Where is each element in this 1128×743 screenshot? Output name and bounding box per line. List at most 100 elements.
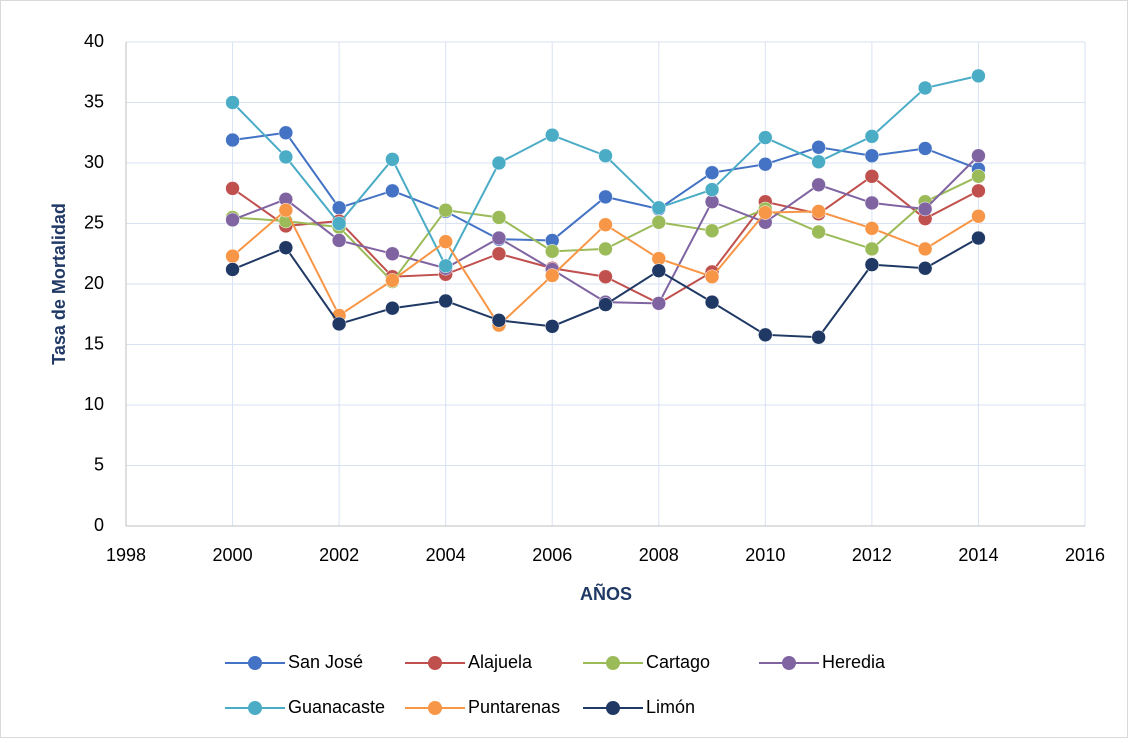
data-point bbox=[278, 125, 294, 140]
data-point bbox=[385, 152, 400, 167]
data-point bbox=[438, 258, 453, 274]
data-point bbox=[544, 127, 560, 143]
y-tick-label: 20 bbox=[84, 273, 104, 293]
data-point bbox=[971, 68, 986, 84]
data-point bbox=[811, 140, 826, 155]
y-tick-label: 5 bbox=[94, 454, 104, 474]
data-point bbox=[971, 183, 986, 199]
data-point bbox=[438, 202, 453, 218]
data-point bbox=[331, 316, 347, 332]
data-point bbox=[758, 130, 773, 145]
data-point bbox=[864, 129, 880, 144]
data-point bbox=[811, 224, 826, 240]
data-point bbox=[651, 215, 667, 230]
legend-marker bbox=[606, 701, 620, 715]
data-point bbox=[544, 268, 560, 283]
data-point bbox=[278, 240, 294, 255]
data-point bbox=[651, 200, 667, 216]
data-point bbox=[225, 95, 240, 110]
y-tick-label: 25 bbox=[84, 212, 104, 232]
data-point bbox=[971, 230, 986, 246]
y-tick-label: 30 bbox=[84, 152, 104, 172]
data-point bbox=[864, 257, 880, 272]
data-point bbox=[864, 195, 880, 211]
x-tick-label: 2016 bbox=[1065, 545, 1105, 565]
data-point bbox=[225, 212, 240, 228]
data-point bbox=[811, 177, 826, 193]
data-point bbox=[704, 294, 720, 310]
data-point bbox=[598, 241, 613, 257]
data-point bbox=[704, 182, 720, 197]
data-point bbox=[811, 204, 826, 219]
data-point bbox=[811, 329, 826, 345]
x-tick-label: 1998 bbox=[106, 545, 146, 565]
legend-marker bbox=[428, 656, 442, 670]
x-tick-label: 2002 bbox=[319, 545, 359, 565]
data-point bbox=[758, 205, 773, 220]
data-point bbox=[758, 156, 773, 172]
data-point bbox=[704, 165, 720, 180]
y-tick-label: 15 bbox=[84, 333, 104, 353]
y-tick-label: 40 bbox=[84, 31, 104, 51]
data-point bbox=[971, 169, 986, 184]
data-point bbox=[544, 319, 560, 334]
data-point bbox=[331, 200, 347, 216]
data-point bbox=[225, 132, 240, 148]
x-tick-label: 2014 bbox=[958, 545, 998, 565]
data-point bbox=[225, 262, 240, 277]
x-tick-label: 2006 bbox=[532, 545, 572, 565]
data-point bbox=[331, 233, 347, 248]
data-point bbox=[971, 148, 986, 163]
data-point bbox=[917, 80, 933, 96]
data-point bbox=[385, 246, 400, 261]
data-point bbox=[598, 189, 613, 205]
legend-marker bbox=[428, 701, 442, 715]
x-tick-label: 2004 bbox=[426, 545, 466, 565]
data-point bbox=[971, 208, 986, 224]
data-point bbox=[864, 148, 880, 163]
data-point bbox=[491, 313, 507, 328]
legend-marker bbox=[248, 701, 262, 715]
data-point bbox=[331, 216, 347, 231]
y-tick-label: 35 bbox=[84, 91, 104, 111]
legend-label: Limón bbox=[646, 697, 695, 717]
x-axis-title: AÑOS bbox=[580, 583, 632, 604]
data-point bbox=[651, 296, 667, 311]
data-point bbox=[385, 183, 400, 199]
data-point bbox=[917, 241, 933, 257]
data-point bbox=[491, 246, 507, 261]
data-point bbox=[704, 223, 720, 239]
data-point bbox=[385, 273, 400, 288]
data-point bbox=[278, 202, 294, 218]
legend-label: San José bbox=[288, 652, 363, 672]
data-point bbox=[598, 297, 613, 312]
data-point bbox=[598, 148, 613, 163]
legend-label: Guanacaste bbox=[288, 697, 385, 717]
data-point bbox=[491, 155, 507, 171]
y-axis-title: Tasa de Mortalidad bbox=[49, 203, 69, 365]
data-point bbox=[864, 221, 880, 236]
legend-label: Heredia bbox=[822, 652, 886, 672]
data-point bbox=[385, 300, 400, 316]
x-tick-label: 2010 bbox=[745, 545, 785, 565]
x-tick-label: 2000 bbox=[213, 545, 253, 565]
y-tick-label: 0 bbox=[94, 515, 104, 535]
data-point bbox=[544, 244, 560, 259]
data-point bbox=[225, 248, 240, 264]
data-point bbox=[864, 241, 880, 257]
legend-marker bbox=[248, 656, 262, 670]
y-tick-label: 10 bbox=[84, 394, 104, 414]
data-point bbox=[438, 293, 453, 309]
data-point bbox=[278, 149, 294, 165]
data-point bbox=[598, 269, 613, 284]
legend-label: Cartago bbox=[646, 652, 710, 672]
data-point bbox=[917, 261, 933, 276]
legend-label: Puntarenas bbox=[468, 697, 560, 717]
data-point bbox=[491, 210, 507, 225]
data-point bbox=[811, 154, 826, 170]
data-point bbox=[917, 141, 933, 156]
data-point bbox=[598, 217, 613, 232]
legend-marker bbox=[782, 656, 796, 670]
